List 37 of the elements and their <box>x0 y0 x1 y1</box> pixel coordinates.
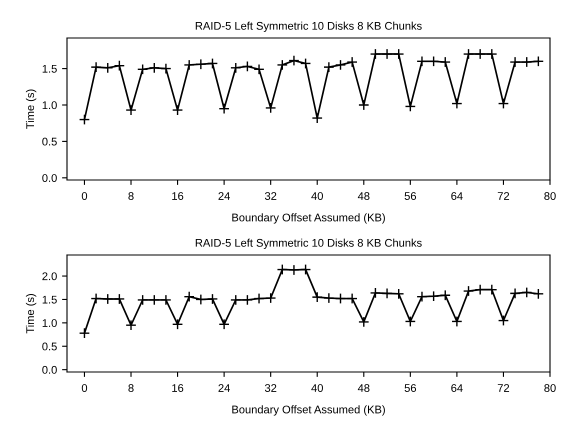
y-tick-label: 1.5 <box>42 296 57 304</box>
x-tick-label: 16 <box>172 192 184 200</box>
x-tick-label: 16 <box>172 384 184 392</box>
x-tick-label: 32 <box>264 384 276 392</box>
x-tick-label: 40 <box>311 384 323 392</box>
x-tick-label: 64 <box>451 384 463 392</box>
y-tick-label: 1.0 <box>42 319 57 327</box>
y-axis-title: Time (s) <box>26 90 36 129</box>
y-tick-label: 0.5 <box>42 342 57 350</box>
chart-title: RAID-5 Left Symmetric 10 Disks 8 KB Chunks <box>196 22 422 32</box>
x-tick-label: 80 <box>544 384 556 392</box>
x-tick-label: 72 <box>498 192 510 200</box>
x-tick-label: 80 <box>544 192 556 200</box>
x-tick-label: 24 <box>218 192 230 200</box>
y-tick-label: 0.5 <box>42 138 57 146</box>
x-axis-title: Boundary Offset Assumed (KB) <box>232 405 385 416</box>
x-tick-label: 32 <box>264 192 276 200</box>
x-tick-label: 0 <box>82 384 88 392</box>
x-tick-label: 40 <box>311 192 323 200</box>
y-tick-label: 0.0 <box>42 174 57 182</box>
x-axis-title: Boundary Offset Assumed (KB) <box>232 213 385 224</box>
x-tick-label: 0 <box>82 192 88 200</box>
x-tick-label: 72 <box>498 384 510 392</box>
x-tick-label: 8 <box>128 384 134 392</box>
y-tick-label: 0.0 <box>42 366 57 374</box>
y-tick-label: 1.5 <box>42 64 57 73</box>
y-tick-label: 1.0 <box>42 101 57 110</box>
x-tick-label: 48 <box>358 192 370 200</box>
x-tick-label: 48 <box>358 384 370 392</box>
x-tick-label: 8 <box>128 192 134 200</box>
x-tick-label: 56 <box>404 192 416 200</box>
y-axis-title: Time (s) <box>26 294 36 334</box>
x-tick-label: 56 <box>404 384 416 392</box>
x-tick-label: 64 <box>451 192 463 200</box>
chart-title: RAID-5 Left Symmetric 10 Disks 8 KB Chunks <box>196 238 422 249</box>
x-tick-label: 24 <box>218 384 230 392</box>
y-tick-label: 2.0 <box>42 272 57 280</box>
